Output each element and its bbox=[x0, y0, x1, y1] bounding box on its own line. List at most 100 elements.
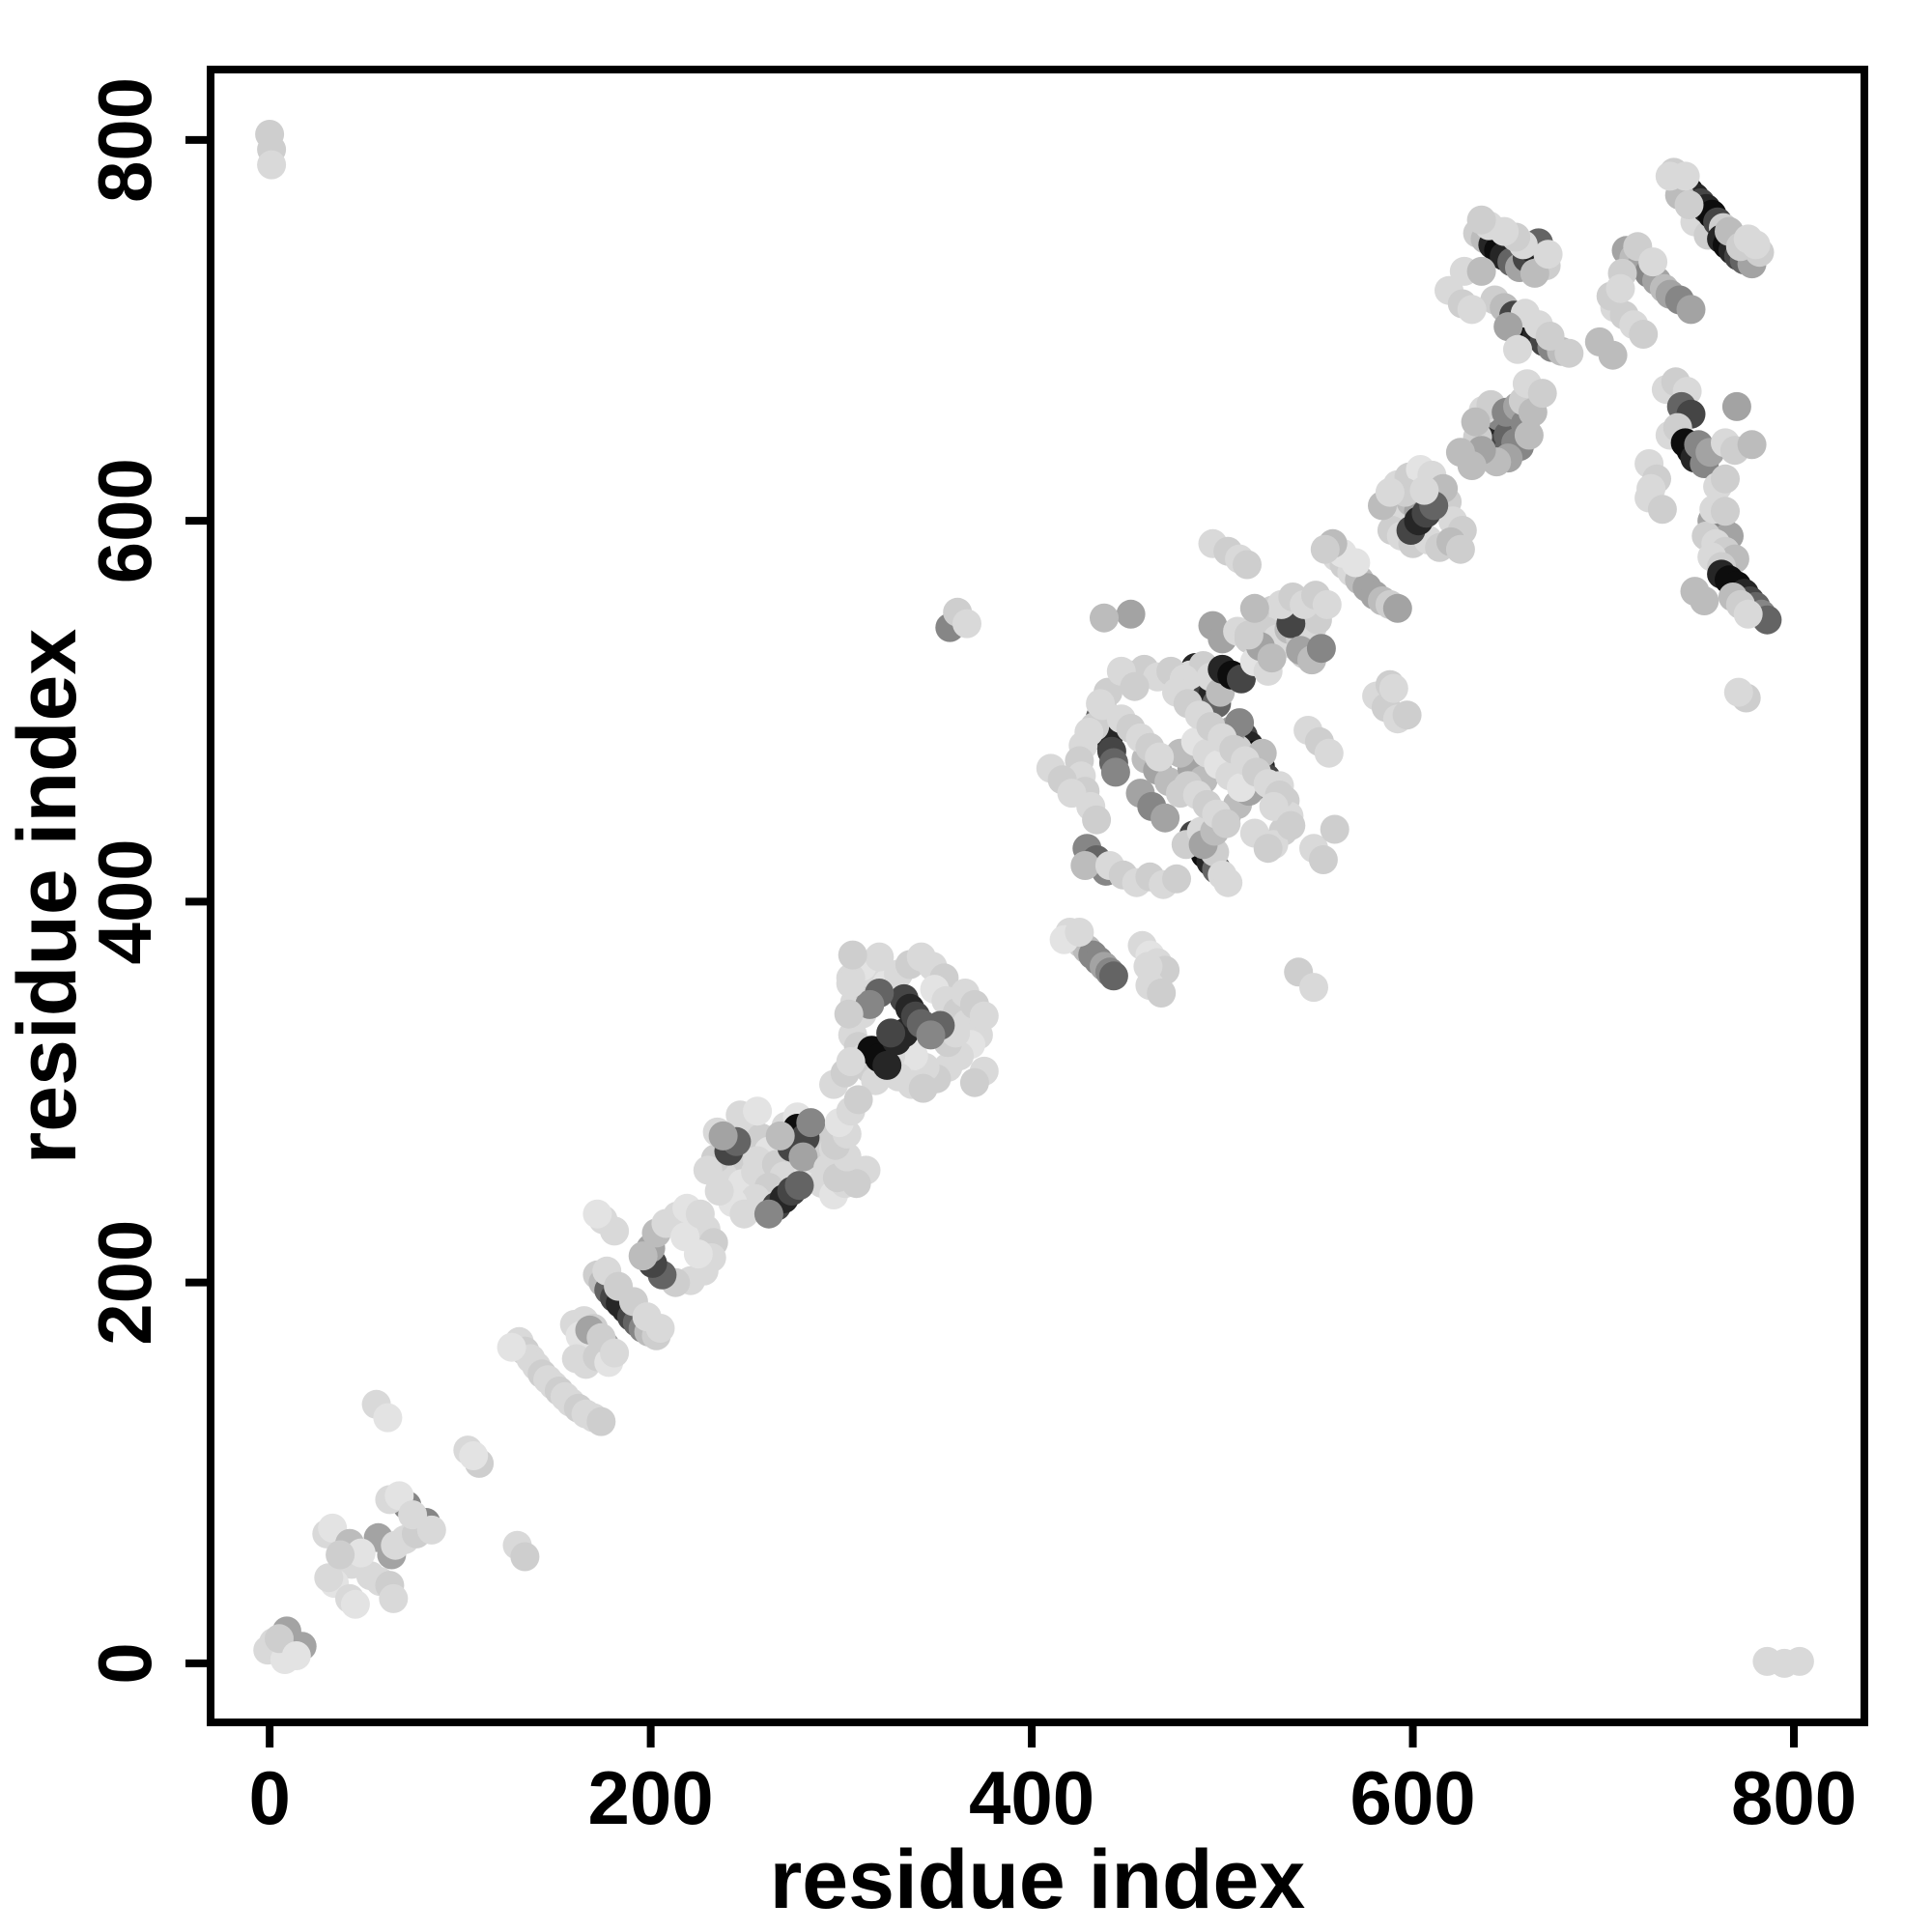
data-point bbox=[1234, 620, 1264, 650]
data-point bbox=[1065, 918, 1094, 947]
data-point bbox=[1120, 671, 1150, 701]
data-point bbox=[843, 1085, 873, 1115]
data-point bbox=[1711, 497, 1740, 526]
data-point bbox=[1259, 791, 1289, 821]
x-tick-label: 400 bbox=[969, 1755, 1094, 1840]
data-point bbox=[1100, 757, 1130, 787]
data-point bbox=[865, 942, 895, 972]
data-point bbox=[959, 1067, 989, 1097]
data-point bbox=[645, 1314, 675, 1343]
data-point bbox=[1674, 190, 1704, 219]
data-point bbox=[952, 609, 981, 639]
data-point bbox=[685, 1199, 715, 1229]
data-point bbox=[1145, 742, 1175, 772]
data-point bbox=[1211, 809, 1241, 838]
data-point bbox=[1378, 673, 1408, 703]
data-point bbox=[796, 1108, 826, 1138]
data-point bbox=[1257, 643, 1287, 673]
data-point bbox=[1503, 334, 1532, 364]
x-tick-label: 0 bbox=[248, 1755, 290, 1840]
x-tick-label: 800 bbox=[1731, 1755, 1857, 1840]
data-point bbox=[1070, 851, 1100, 880]
y-tick-label: 200 bbox=[82, 1220, 167, 1346]
data-point bbox=[683, 1239, 713, 1269]
data-point bbox=[1233, 550, 1262, 580]
data-point bbox=[1457, 295, 1487, 325]
data-point bbox=[1445, 534, 1475, 564]
data-point bbox=[916, 1020, 946, 1050]
plot-frame bbox=[207, 66, 1868, 1726]
data-point bbox=[836, 969, 866, 999]
data-point bbox=[1466, 205, 1496, 235]
data-point bbox=[1310, 534, 1340, 564]
data-point bbox=[1676, 295, 1706, 325]
data-point bbox=[1116, 599, 1146, 629]
y-tick-label: 600 bbox=[82, 458, 167, 583]
data-point bbox=[314, 1563, 344, 1593]
data-point bbox=[1784, 1646, 1814, 1676]
data-point bbox=[1341, 548, 1371, 578]
data-point bbox=[1527, 379, 1557, 409]
data-point bbox=[1320, 814, 1350, 844]
data-point bbox=[1461, 407, 1491, 437]
data-point bbox=[510, 1542, 540, 1572]
data-point bbox=[1382, 593, 1412, 623]
y-tick-label: 400 bbox=[82, 838, 167, 964]
data-point bbox=[876, 1018, 906, 1048]
data-point bbox=[1723, 677, 1753, 707]
data-point bbox=[1299, 973, 1328, 1003]
data-point bbox=[1162, 864, 1191, 894]
data-point bbox=[1057, 779, 1087, 809]
data-point bbox=[586, 1406, 616, 1436]
data-point bbox=[257, 150, 287, 180]
data-point bbox=[1638, 247, 1668, 277]
y-axis-title: residue index bbox=[1, 629, 94, 1165]
data-point bbox=[743, 1096, 773, 1126]
data-point bbox=[1082, 805, 1112, 835]
data-point bbox=[1721, 391, 1751, 421]
data-point bbox=[872, 1050, 902, 1080]
data-point bbox=[1690, 586, 1719, 615]
data-point bbox=[1733, 599, 1763, 629]
data-point bbox=[784, 1171, 814, 1201]
data-point bbox=[1147, 979, 1177, 1008]
data-point bbox=[628, 1241, 658, 1271]
data-point bbox=[1741, 230, 1771, 260]
data-point bbox=[340, 1589, 370, 1619]
data-point bbox=[1086, 689, 1116, 719]
data-point bbox=[1306, 634, 1336, 664]
data-point bbox=[1308, 845, 1338, 874]
data-point bbox=[838, 940, 867, 970]
data-point bbox=[1375, 477, 1405, 507]
data-point bbox=[908, 1073, 938, 1103]
data-point bbox=[1151, 803, 1180, 833]
data-point bbox=[765, 1121, 795, 1151]
data-point bbox=[1239, 593, 1269, 623]
data-point bbox=[326, 1540, 355, 1570]
data-point bbox=[708, 1121, 738, 1151]
data-point bbox=[1090, 603, 1119, 633]
data-point bbox=[836, 1047, 866, 1076]
data-point bbox=[1711, 464, 1740, 494]
data-point bbox=[969, 1001, 999, 1031]
data-point bbox=[1737, 430, 1767, 460]
data-point bbox=[1535, 322, 1565, 351]
x-axis-title: residue index bbox=[770, 1833, 1306, 1926]
data-point bbox=[459, 1441, 489, 1470]
data-point bbox=[1655, 161, 1685, 191]
data-point bbox=[1409, 475, 1439, 505]
points-layer bbox=[253, 120, 1814, 1678]
y-tick-label: 800 bbox=[82, 77, 167, 203]
data-point bbox=[398, 1500, 428, 1530]
axes-layer: 0 200 400 600 800 0 200 400 600 800 bbox=[82, 66, 1868, 1840]
data-point bbox=[1253, 834, 1283, 864]
data-point bbox=[1605, 273, 1635, 303]
data-point bbox=[1554, 338, 1584, 368]
data-point bbox=[1533, 240, 1563, 270]
x-tick-label: 600 bbox=[1350, 1755, 1475, 1840]
data-point bbox=[1276, 810, 1306, 840]
data-point bbox=[1098, 961, 1128, 991]
data-point bbox=[281, 1641, 311, 1670]
